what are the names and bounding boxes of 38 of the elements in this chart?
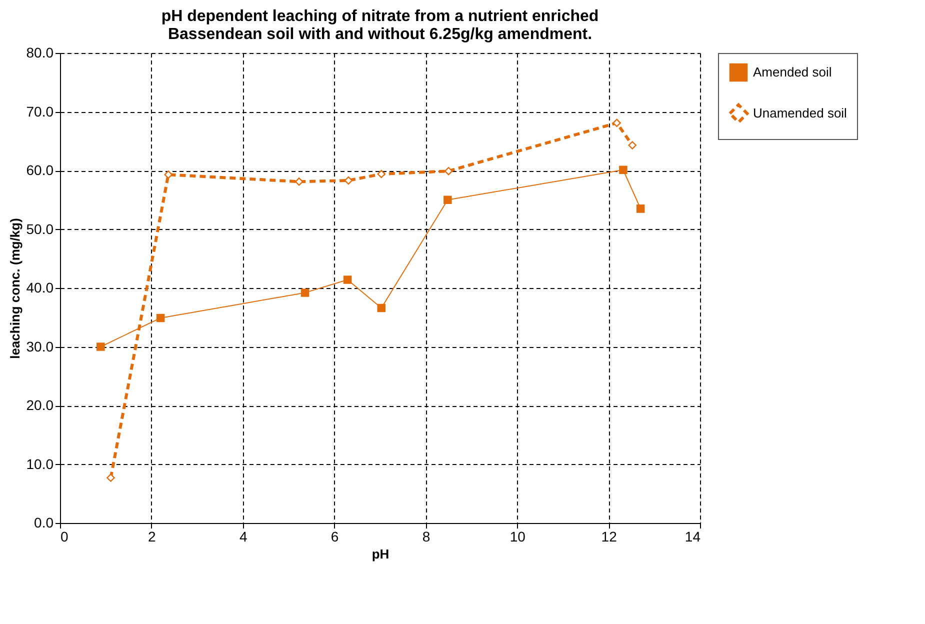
x-tick-label: 8 bbox=[422, 528, 430, 544]
x-tick-label: 12 bbox=[601, 528, 618, 544]
point bbox=[444, 166, 453, 176]
point bbox=[106, 474, 115, 482]
x-tick-label: 4 bbox=[239, 528, 248, 544]
x-tick-label: 10 bbox=[510, 528, 526, 544]
y-tick-label: 30.0 bbox=[26, 338, 54, 354]
point bbox=[619, 166, 628, 174]
x-axis-title: pH bbox=[372, 546, 390, 562]
point bbox=[377, 304, 386, 312]
point bbox=[377, 170, 386, 178]
point bbox=[343, 276, 352, 284]
point bbox=[636, 204, 645, 213]
x-tick-label: 6 bbox=[330, 528, 339, 544]
y-tick-label: 0.0 bbox=[34, 514, 54, 530]
legend-label: Unamended soil bbox=[753, 106, 848, 120]
y-tick-label: 70.0 bbox=[26, 103, 54, 120]
y-tick-label: 60.0 bbox=[26, 162, 54, 178]
y-tick-label: 20.0 bbox=[26, 397, 54, 413]
legend-label: Amended soil bbox=[753, 64, 832, 80]
y-tick-label: 80.0 bbox=[26, 44, 54, 60]
point bbox=[156, 314, 165, 322]
x-tick-label: 14 bbox=[684, 528, 701, 544]
point bbox=[294, 178, 304, 186]
y-axis-title: leaching conc. (mg/kg) bbox=[7, 218, 22, 359]
x-tick-label: 2 bbox=[148, 528, 156, 544]
y-tick-label: 10.0 bbox=[26, 456, 54, 472]
text: Bassendean soil with and without 6.25g/kg amendment. bbox=[168, 26, 592, 43]
point bbox=[300, 288, 310, 297]
text: pH dependent leaching of nitrate from a nutrient enriched bbox=[161, 8, 599, 25]
y-tick-label: 40.0 bbox=[26, 280, 54, 296]
point bbox=[164, 170, 172, 179]
point bbox=[628, 141, 636, 150]
point bbox=[612, 118, 621, 128]
point bbox=[444, 196, 452, 204]
y-tick-label: 50.0 bbox=[26, 220, 54, 237]
x-tick-label: 0 bbox=[60, 528, 68, 544]
point bbox=[96, 342, 105, 351]
